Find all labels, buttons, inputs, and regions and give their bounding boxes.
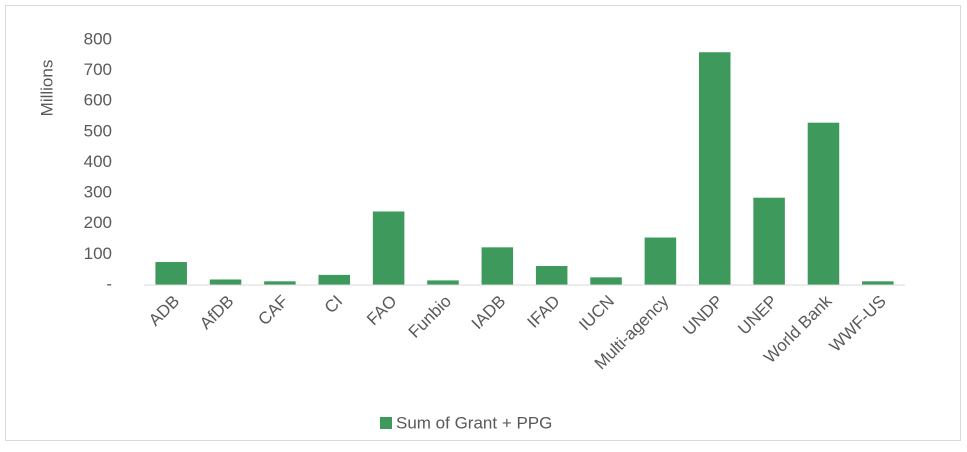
- y-tick-label: 600: [84, 91, 112, 110]
- y-tick-label: -: [106, 274, 112, 293]
- chart-border: [5, 5, 961, 441]
- bar: [318, 274, 351, 285]
- bar: [807, 122, 840, 285]
- y-tick-label: 200: [84, 213, 112, 232]
- bar: [590, 277, 622, 285]
- y-tick-label: 500: [84, 121, 112, 140]
- y-tick-label: 400: [84, 152, 112, 171]
- bar: [209, 279, 242, 285]
- bar: [264, 281, 296, 285]
- bar: [155, 262, 187, 285]
- bar: [753, 197, 785, 285]
- y-axis-label: Millions: [37, 60, 56, 117]
- bar: [862, 281, 894, 285]
- y-tick-label: 300: [84, 183, 112, 202]
- bar: [644, 237, 677, 285]
- y-tick-label: 800: [84, 29, 112, 48]
- y-tick-label: 700: [84, 60, 112, 79]
- bar: [372, 211, 405, 285]
- legend-swatch: [380, 417, 392, 429]
- y-tick-label: 100: [84, 244, 112, 263]
- bar: [427, 280, 459, 285]
- legend-label: Sum of Grant + PPG: [396, 413, 552, 432]
- bar: [481, 247, 514, 285]
- bar: [698, 52, 731, 285]
- bar: [535, 266, 568, 285]
